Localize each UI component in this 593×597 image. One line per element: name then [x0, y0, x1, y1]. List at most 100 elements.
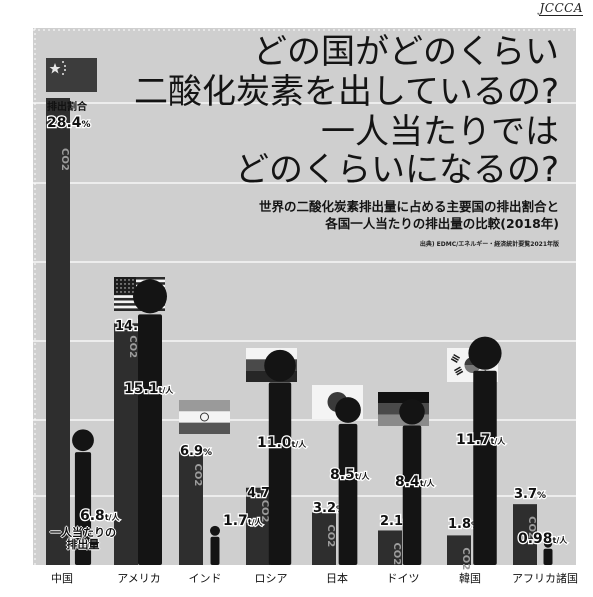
person-figure-7: [468, 336, 502, 565]
per-capita-value-1: 6.8t/人: [80, 508, 121, 524]
usa-flag-star-15: [132, 287, 134, 289]
usa-flag-star-5: [132, 279, 134, 281]
person-body: [210, 536, 220, 565]
korea-flag-trigram-3: [454, 366, 464, 376]
korea-flag-trigram-1: [450, 354, 461, 363]
per-capita-value-7: 11.7t/人: [456, 432, 506, 448]
per-capita-value-2: 15.1t/人: [124, 381, 174, 397]
usa-flag-star-7: [120, 283, 122, 285]
usa-flag-star-8: [124, 283, 126, 285]
person-head: [399, 399, 425, 425]
share-value-8: 3.7%: [514, 487, 546, 502]
usa-flag-star-16: [116, 291, 118, 293]
india-flag-top: [179, 400, 230, 412]
per-capita-number: 8.5: [330, 467, 355, 483]
title-line-1: どの国がどのくらい: [253, 32, 559, 72]
title-line-3: 一人当たりでは: [321, 112, 559, 152]
usa-flag-star-12: [120, 287, 122, 289]
per-capita-number: 6.8: [80, 508, 105, 524]
korea-flag-trigram-bar: [450, 358, 458, 363]
usa-flag-stripe-2: [114, 279, 165, 283]
share-value-number: 1.8: [448, 517, 471, 532]
per-capita-caption: 一人当たりの 排出量: [50, 527, 116, 551]
co2-label-2: CO2: [127, 335, 138, 358]
usa-flag-star-3: [124, 279, 126, 281]
share-bar-5: [312, 512, 336, 565]
person-body: [543, 548, 553, 565]
per-capita-number: 11.0: [257, 435, 292, 451]
china-flag: [46, 58, 97, 92]
usa-flag-star-17: [120, 291, 122, 293]
category-label-5: 日本: [326, 571, 348, 585]
china-flag-small-star-1: [62, 61, 64, 63]
person-figure-4: [264, 349, 296, 565]
share-bar-2: [114, 323, 138, 565]
usa-flag-star-20: [132, 291, 134, 293]
per-capita-caption-line-2: 排出量: [66, 538, 100, 551]
usa-flag-star-18: [124, 291, 126, 293]
per-capita-number: 11.7: [456, 432, 491, 448]
co2-label-6: CO2: [391, 542, 402, 565]
person-head: [133, 279, 167, 314]
person-figure-8: [543, 539, 553, 565]
per-capita-number: 8.4: [395, 474, 420, 490]
share-bar-6: [378, 530, 402, 565]
person-figure-3: [210, 525, 220, 565]
subtitle-line-1: 世界の二酸化炭素排出量に占める主要国の排出割合と: [258, 199, 559, 214]
india-flag-middle: [179, 411, 230, 423]
subtitle-line-2: 各国一人当たりの排出量の比較(2018年): [325, 216, 559, 231]
share-bar-1: [46, 98, 70, 565]
per-capita-number: 15.1: [124, 381, 159, 397]
china-flag-star: [49, 63, 61, 74]
per-capita-number: 1.7: [223, 513, 248, 529]
share-value-number: 3.7: [514, 487, 537, 502]
per-capita-unit: t/人: [420, 478, 436, 488]
per-capita-unit: t/人: [248, 517, 264, 527]
per-capita-unit: t/人: [292, 439, 308, 449]
person-head: [468, 336, 502, 370]
co2-label-3: CO2: [192, 464, 203, 487]
person-body: [473, 370, 497, 565]
person-head: [72, 429, 94, 452]
share-value-3: 6.9%: [180, 444, 212, 459]
person-head: [210, 525, 220, 536]
title-line-4: どのくらいになるの?: [234, 150, 559, 190]
category-label-8: アフリカ諸国: [512, 571, 578, 585]
share-caption: 排出割合: [47, 100, 88, 113]
per-capita-value-6: 8.4t/人: [395, 474, 436, 490]
person-body: [402, 425, 422, 565]
co2-label-1: CO2: [59, 148, 70, 171]
person-body: [138, 314, 162, 565]
share-value-number: 2.1: [380, 514, 403, 529]
share-bar-3: [179, 451, 203, 565]
share-value-number: 3.2: [313, 501, 336, 516]
person-body: [338, 423, 358, 565]
title-line-2: 二酸化炭素を出しているの?: [133, 72, 559, 112]
korea-flag-trigram-bar: [455, 368, 463, 374]
person-figure-2: [133, 279, 167, 565]
usa-flag-star-9: [128, 283, 130, 285]
category-label-3: インド: [189, 572, 222, 585]
share-value-unit: %: [203, 448, 212, 458]
person-head: [335, 397, 361, 423]
source-note: 出典) EDMC/エネルギー・経済統計要覧2021年版: [419, 241, 559, 248]
share-value-number: 4.7: [247, 486, 270, 501]
china-flag-small-star-2: [64, 65, 66, 67]
per-capita-unit: t/人: [491, 436, 507, 446]
usa-flag-star-1: [116, 279, 118, 281]
share-value-unit: %: [82, 120, 91, 130]
per-capita-unit: t/人: [553, 535, 569, 545]
category-label-1: 中国: [51, 572, 73, 585]
share-value-number: 28.4: [47, 115, 82, 131]
usa-flag-canton: [114, 277, 136, 295]
usa-flag-star-19: [128, 291, 130, 293]
usa-flag-star-13: [124, 287, 126, 289]
germany-flag-top: [378, 392, 429, 404]
india-flag-bottom: [179, 422, 230, 434]
korea-flag-trigram-bar: [454, 366, 461, 372]
per-capita-value-3: 1.7t/人: [223, 513, 264, 529]
per-capita-value-4: 11.0t/人: [257, 435, 307, 451]
share-value-1: 28.4%: [47, 115, 91, 131]
per-capita-value-5: 8.5t/人: [330, 467, 371, 483]
